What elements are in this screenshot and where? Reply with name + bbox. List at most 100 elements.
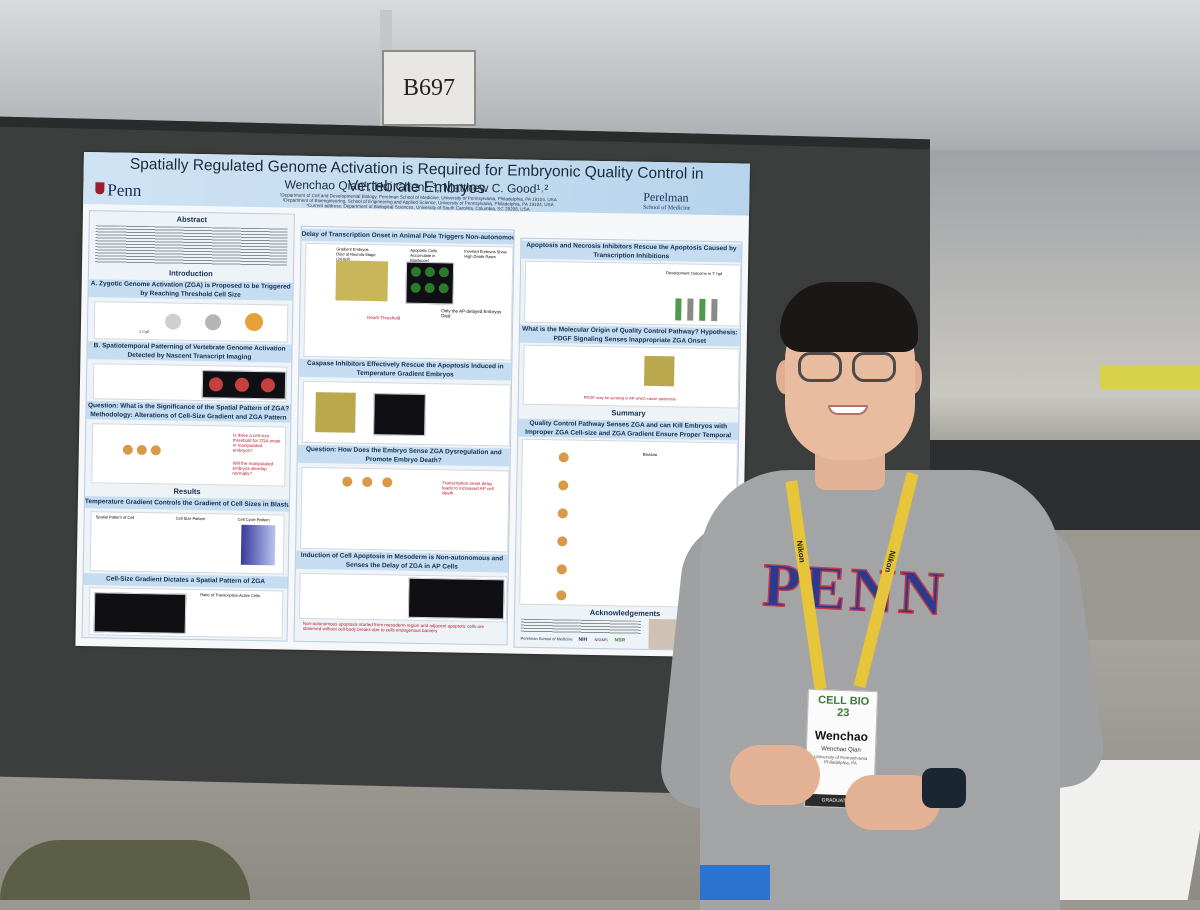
smartwatch	[922, 768, 966, 808]
embryo-grid-image	[315, 392, 356, 433]
introduction-heading: Introduction	[168, 268, 213, 279]
embryo-image	[410, 282, 421, 293]
embryo-image	[410, 266, 422, 277]
summary-subheading: Quality Control Pathway Senses ZGA and c…	[518, 418, 739, 441]
research-poster: Spatially Regulated Genome Activation is…	[75, 152, 750, 658]
intro-a-heading: A. Zygotic Genome Activation (ZGA) is Pr…	[88, 279, 293, 301]
sweatshirt-lettering: PENN	[760, 550, 950, 629]
pdgf-figure: PDGF may be sensing in AP which cause ap…	[522, 344, 740, 409]
cell-size-figure: Spatial Pattern of Cell Cell Size Patter…	[89, 511, 285, 575]
smile	[828, 405, 868, 415]
embryo-image	[438, 283, 449, 294]
perelman-logo: Perelman School of Medicine	[643, 190, 691, 215]
sponsor-logo: NSR	[614, 637, 626, 644]
delay-heading: Delay of Transcription Onset in Animal P…	[301, 228, 514, 245]
note-threshold: Is there a cell size threshold for ZGA o…	[232, 432, 281, 453]
poster-column-left: Abstract Introduction A. Zygotic Genome …	[81, 210, 295, 642]
temp-gradient-heading: Temperature Gradient Controls the Gradie…	[84, 496, 289, 512]
fig-label: Cell Size Pattern	[175, 515, 206, 522]
apoptosis-figure: Gradient Embryos Died at Neurula Stage (…	[303, 242, 514, 361]
question2-heading: Question: How Does the Embryo Sense ZGA …	[297, 444, 510, 467]
sponsor-logo: NIGMS	[594, 636, 608, 643]
summary-heading: Summary	[611, 408, 646, 418]
nascent-transcript-figure	[92, 363, 288, 403]
embryo-grid-image	[644, 355, 675, 387]
penn-logo: Penn	[107, 180, 142, 201]
abstract-text	[95, 225, 288, 267]
fig-label: Blastula	[642, 451, 658, 458]
embryo-image	[438, 267, 450, 278]
badge-first-name: Wenchao	[814, 728, 869, 744]
embryo-image	[424, 266, 436, 278]
fig-label: Spatial Pattern of Cell	[95, 514, 135, 520]
molecular-origin-heading: What is the Molecular Origin of Quality …	[519, 324, 741, 347]
embryo-icon	[556, 590, 567, 601]
embryo-image	[208, 377, 224, 392]
note-development: Will the manipulated embryos develop nor…	[232, 460, 274, 476]
zga-threshold-figure: 1 Cell	[93, 301, 289, 343]
question1-heading: Question: What is the Significance of th…	[86, 401, 291, 423]
bar	[675, 298, 682, 321]
sponsor-logo: NIH	[578, 636, 588, 643]
bar	[711, 298, 718, 322]
glasses-right-lens	[852, 352, 896, 382]
embryo-image	[234, 377, 250, 392]
embryo-icon	[557, 536, 568, 547]
fig-label: PDGF may be sensing in AP which cause ap…	[583, 394, 676, 402]
embryo-icon	[204, 314, 222, 331]
perelman-logo-line2: School of Medicine	[643, 204, 691, 212]
embryo-icon	[122, 444, 133, 455]
poster-column-middle: Delay of Transcription Onset in Animal P…	[293, 225, 515, 646]
badge-event-logo: CELL BIO 23	[817, 694, 870, 720]
abstract-heading: Abstract	[176, 214, 208, 225]
embryo-icon	[150, 445, 161, 456]
hair	[780, 282, 918, 352]
lanyard-print: Nikon	[794, 539, 807, 564]
bar	[699, 298, 706, 321]
intro-b-heading: B. Spatiotemporal Patterning of Vertebra…	[87, 341, 292, 363]
rescue-figure: Development Outcome in T. hpf	[524, 260, 742, 327]
microscopy-panel	[407, 577, 505, 620]
bar	[687, 298, 694, 321]
fig-label: Only the AP-delayed Embryos Died	[441, 308, 502, 319]
induction-heading: Induction of Cell Apoptosis in Mesoderm …	[295, 550, 509, 573]
fig-label: Ratio of Transcription Active Cells	[200, 592, 260, 599]
fig-label: 1 Cell	[138, 328, 150, 335]
penn-shield-icon	[95, 182, 105, 195]
booth-number-sign: B697	[382, 50, 476, 126]
fig-label: Inverted Embryos Show High Death Rates	[464, 248, 507, 260]
embryo-icon	[136, 444, 147, 456]
zga-pattern-figure: Ratio of Transcription Active Cells	[88, 587, 284, 639]
mesoderm-figure	[298, 572, 508, 623]
microscopy-panel	[93, 592, 187, 634]
caspase-heading: Caspase Inhibitors Effectively Rescue th…	[299, 358, 512, 381]
fluorescence-grid-image	[373, 393, 426, 436]
embryo-icon	[244, 312, 264, 332]
embryo-grid-image	[335, 260, 389, 302]
apoptosis-rescue-heading: Apoptosis and Necrosis Inhibitors Rescue…	[521, 240, 742, 263]
zga-sensing-figure: Transcription onset delay leads to incre…	[300, 466, 510, 553]
caspase-figure	[301, 380, 512, 447]
hall-banner	[1100, 365, 1200, 389]
fig-label: Development Outcome in T. hpf	[665, 270, 722, 277]
embryo-icon	[558, 452, 569, 463]
microscopy-panel	[201, 370, 287, 400]
embryo-icon	[362, 476, 373, 488]
badge-full-name: Wenchao Qian	[821, 746, 861, 754]
embryo-icon	[342, 476, 353, 487]
blue-pants	[700, 865, 770, 900]
note-delay: Transcription onset delay leads to incre…	[442, 480, 494, 496]
fluorescence-grid-image	[405, 261, 455, 305]
fig-label: Death Threshold	[367, 314, 401, 321]
cell-cycle-heatmap	[240, 524, 276, 566]
embryo-icon	[164, 313, 182, 330]
embryo-image	[260, 378, 276, 393]
acknowledgements-text	[520, 618, 641, 635]
embryo-icon	[558, 480, 569, 491]
glasses-left-lens	[798, 352, 842, 382]
note-nonautonomous: Non-autonomous apoptosis started from me…	[302, 620, 484, 634]
embryo-icon	[557, 508, 568, 519]
gray-sweatshirt	[700, 470, 1060, 910]
methodology-figure: Is there a cell size threshold for ZGA o…	[91, 423, 287, 487]
cell-size-gradient-heading: Cell-Size Gradient Dictates a Spatial Pa…	[83, 573, 288, 589]
